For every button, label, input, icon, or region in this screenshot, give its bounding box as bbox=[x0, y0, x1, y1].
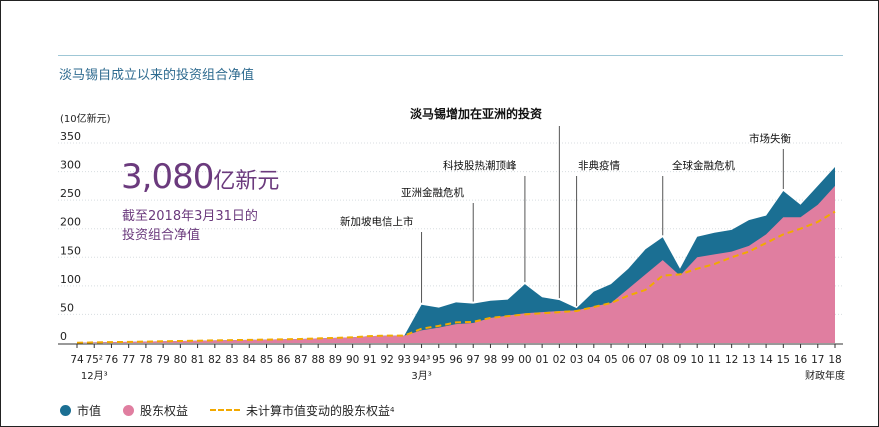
x-tick-label-7: 81 bbox=[191, 354, 204, 366]
legend-swatch-market bbox=[60, 404, 71, 416]
x-tick-label-41: 15 bbox=[777, 354, 790, 366]
series-line-equity-excl-market-value bbox=[76, 210, 836, 344]
y-tick-label-150: 150 bbox=[60, 244, 81, 257]
x-tick-label-17: 91 bbox=[363, 354, 376, 366]
y-tick-label-250: 250 bbox=[60, 187, 81, 200]
chart-title: 淡马锡自成立以来的投资组合净值 bbox=[59, 68, 255, 83]
y-axis-unit-label: (10亿新元) bbox=[60, 114, 111, 125]
x-tick-label-42: 16 bbox=[794, 354, 808, 366]
x-tick-label-21: 95 bbox=[432, 354, 445, 366]
x-tick-label-1: 75² bbox=[85, 354, 103, 366]
x-tick-label-18: 92 bbox=[380, 354, 393, 366]
portfolio-value-number: 3,080 bbox=[121, 157, 214, 197]
portfolio-value-unit: 亿新元 bbox=[213, 169, 280, 194]
annotation-label-6: 市场失衡 bbox=[749, 132, 791, 145]
x-tick-label-12: 86 bbox=[277, 354, 291, 366]
x-tick-label-38: 12 bbox=[725, 354, 738, 366]
x-tick-label-31: 05 bbox=[604, 354, 617, 366]
x-tick-label-11: 85 bbox=[260, 354, 273, 366]
x-tick-label-15: 89 bbox=[329, 354, 342, 366]
legend-item-dashed: 未计算市值变动的股东权益 4 bbox=[210, 402, 395, 419]
x-tick-label-19: 93 bbox=[398, 354, 411, 366]
x-axis-caption: 财政年度 bbox=[805, 369, 845, 382]
x-tick-label-34: 08 bbox=[656, 354, 669, 366]
x-tick-label-26: 00 bbox=[518, 354, 531, 366]
annotation-label-2: 科技股热潮顶峰 bbox=[443, 159, 517, 172]
annotation-label-5: 全球金融危机 bbox=[672, 159, 735, 172]
x-tick-label-0: 74 bbox=[70, 354, 84, 366]
x-tick-label-44: 18 bbox=[828, 354, 841, 366]
caption-line-2: 投资组合净值 bbox=[122, 228, 201, 243]
annotation-label-3: 淡马锡增加在亚洲的投资 bbox=[410, 106, 542, 121]
x-tick-label-32: 06 bbox=[622, 354, 636, 366]
x-sub-label-1: 3月³ bbox=[411, 370, 431, 382]
x-tick-label-36: 10 bbox=[690, 354, 703, 366]
x-tick-label-4: 78 bbox=[139, 354, 152, 366]
legend-swatch-equity bbox=[123, 404, 135, 416]
x-tick-label-35: 09 bbox=[673, 354, 686, 366]
x-tick-label-20: 94³ bbox=[413, 354, 431, 366]
x-tick-label-16: 90 bbox=[346, 354, 359, 366]
x-tick-label-6: 80 bbox=[174, 354, 187, 366]
x-tick-label-30: 04 bbox=[587, 354, 601, 366]
x-tick-label-3: 77 bbox=[122, 354, 135, 366]
y-tick-label-50: 50 bbox=[60, 301, 74, 314]
x-axis: 74 75² 76 77 78 79 80 81 82 83 84 85 86 87 88 89 90 91 92 9… bbox=[58, 343, 845, 382]
x-tick-label-40: 14 bbox=[759, 354, 773, 366]
portfolio-value-caption: 截至2018年3月31日的 投资组合净值 bbox=[122, 207, 258, 245]
legend-item-market: 市值 bbox=[60, 402, 101, 419]
x-tick-label-37: 11 bbox=[708, 354, 721, 366]
legend-item-equity: 股东权益 bbox=[123, 402, 188, 419]
caption-line-1: 截至2018年3月31日的 bbox=[122, 209, 258, 224]
x-tick-label-5: 79 bbox=[156, 354, 169, 366]
x-tick-label-33: 07 bbox=[639, 354, 652, 366]
x-tick-label-8: 82 bbox=[208, 354, 221, 366]
y-tick-label-0: 0 bbox=[60, 330, 67, 343]
x-sub-label-0: 12月³ bbox=[81, 370, 108, 382]
y-tick-label-300: 300 bbox=[60, 159, 81, 172]
y-tick-label-100: 100 bbox=[60, 273, 81, 286]
x-tick-label-28: 02 bbox=[553, 354, 566, 366]
x-tick-label-13: 87 bbox=[294, 354, 307, 366]
y-axis: 0 50 100 150 200 250 300 350 bbox=[60, 130, 81, 343]
legend-label-equity: 股东权益 bbox=[140, 403, 189, 418]
annotation-label-1: 亚洲金融危机 bbox=[401, 186, 464, 199]
x-tick-label-2: 76 bbox=[105, 354, 119, 366]
x-tick-label-23: 97 bbox=[467, 354, 480, 366]
portfolio-value-highlight: 3,080亿新元 bbox=[121, 157, 279, 197]
x-tick-label-22: 96 bbox=[449, 354, 463, 366]
legend-swatch-dashed bbox=[210, 409, 241, 411]
title-rule bbox=[58, 55, 843, 56]
x-tick-label-25: 99 bbox=[501, 354, 514, 366]
x-tick-label-39: 13 bbox=[742, 354, 755, 366]
x-tick-label-24: 98 bbox=[484, 354, 497, 366]
x-tick-label-27: 01 bbox=[535, 354, 548, 366]
x-tick-label-10: 84 bbox=[243, 354, 257, 366]
y-tick-label-200: 200 bbox=[60, 216, 81, 229]
x-tick-label-43: 17 bbox=[811, 354, 824, 366]
legend-label-market: 市值 bbox=[77, 403, 102, 418]
annotation-label-0: 新加坡电信上市 bbox=[340, 215, 414, 228]
annotation-label-4: 非典疫情 bbox=[578, 159, 620, 172]
legend: 市值 股东权益 未计算市值变动的股东权益 4 bbox=[60, 402, 417, 418]
y-tick-label-350: 350 bbox=[60, 130, 81, 143]
legend-label-dashed: 未计算市值变动的股东权益 bbox=[246, 403, 391, 418]
area-series bbox=[76, 167, 836, 344]
x-tick-label-14: 88 bbox=[311, 354, 324, 366]
x-tick-label-9: 83 bbox=[225, 354, 238, 366]
series-area-shareholder-equity bbox=[77, 185, 835, 343]
x-tick-label-29: 03 bbox=[570, 354, 583, 366]
legend-label-dashed-footnote: 4 bbox=[390, 406, 395, 414]
